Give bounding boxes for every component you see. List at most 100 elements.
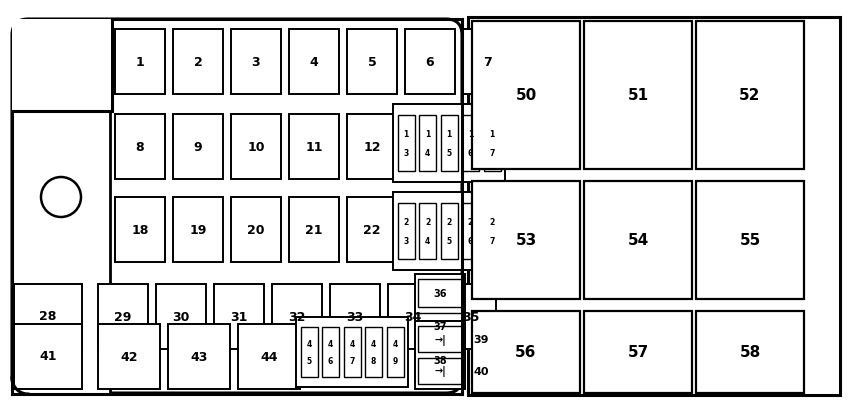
Text: 11: 11 bbox=[305, 141, 323, 154]
Bar bbox=[446, 284, 496, 349]
Bar bbox=[289, 115, 339, 180]
Bar bbox=[484, 204, 501, 259]
Bar bbox=[14, 324, 82, 389]
Text: 8: 8 bbox=[371, 356, 377, 365]
Bar bbox=[289, 30, 339, 95]
Bar bbox=[462, 204, 479, 259]
Bar bbox=[347, 198, 397, 262]
Text: 5: 5 bbox=[307, 356, 312, 365]
Text: →|: →| bbox=[434, 334, 446, 345]
Bar bbox=[330, 284, 380, 349]
Bar bbox=[214, 284, 264, 349]
Text: 1: 1 bbox=[136, 56, 144, 69]
Bar bbox=[347, 115, 397, 180]
Bar bbox=[301, 327, 318, 377]
Text: 4: 4 bbox=[328, 339, 333, 348]
Text: 7: 7 bbox=[349, 356, 354, 365]
Bar bbox=[419, 116, 436, 172]
Text: 5: 5 bbox=[367, 56, 377, 69]
Bar bbox=[418, 326, 462, 353]
Bar bbox=[388, 284, 438, 349]
Text: 5: 5 bbox=[446, 148, 451, 157]
Bar bbox=[418, 313, 462, 341]
Text: 53: 53 bbox=[515, 233, 536, 248]
Bar bbox=[272, 284, 322, 349]
Bar bbox=[343, 327, 360, 377]
Bar bbox=[296, 317, 408, 387]
Bar bbox=[14, 284, 82, 349]
Text: 3: 3 bbox=[404, 236, 409, 245]
Text: 58: 58 bbox=[740, 345, 761, 360]
Text: 2: 2 bbox=[194, 56, 202, 69]
Text: 57: 57 bbox=[627, 345, 649, 360]
Bar bbox=[419, 204, 436, 259]
Text: 4: 4 bbox=[306, 339, 312, 348]
Text: 2: 2 bbox=[490, 218, 495, 227]
Bar bbox=[584, 182, 692, 299]
Text: 7: 7 bbox=[490, 236, 495, 245]
Text: 1: 1 bbox=[404, 130, 409, 139]
Text: 6: 6 bbox=[328, 356, 333, 365]
Bar bbox=[98, 324, 160, 389]
Text: 55: 55 bbox=[740, 233, 761, 248]
Text: 43: 43 bbox=[190, 350, 207, 363]
Text: 40: 40 bbox=[473, 366, 489, 376]
Bar bbox=[289, 198, 339, 262]
Text: 35: 35 bbox=[462, 310, 479, 323]
Text: 1: 1 bbox=[425, 130, 430, 139]
Bar bbox=[696, 22, 804, 170]
Text: 41: 41 bbox=[39, 350, 57, 363]
Bar bbox=[472, 182, 580, 299]
Bar bbox=[440, 116, 457, 172]
Text: 6: 6 bbox=[426, 56, 434, 69]
Text: 7: 7 bbox=[484, 56, 492, 69]
Text: 32: 32 bbox=[288, 310, 306, 323]
Text: 4: 4 bbox=[393, 339, 398, 348]
Text: 10: 10 bbox=[247, 141, 264, 154]
Text: 30: 30 bbox=[173, 310, 190, 323]
Text: 8: 8 bbox=[136, 141, 144, 154]
Bar bbox=[584, 22, 692, 170]
Text: 37: 37 bbox=[434, 322, 447, 332]
Text: 50: 50 bbox=[515, 88, 536, 103]
Text: 4: 4 bbox=[349, 339, 354, 348]
Text: →|: →| bbox=[434, 365, 446, 376]
Text: 2: 2 bbox=[425, 218, 430, 227]
Text: 2: 2 bbox=[446, 218, 451, 227]
Bar bbox=[231, 198, 281, 262]
Text: 12: 12 bbox=[363, 141, 381, 154]
Text: 4: 4 bbox=[309, 56, 319, 69]
Text: 1: 1 bbox=[468, 130, 473, 139]
Bar bbox=[365, 327, 382, 377]
Bar bbox=[696, 311, 804, 393]
Bar bbox=[393, 193, 505, 270]
Bar bbox=[393, 105, 505, 182]
Bar bbox=[168, 324, 230, 389]
Text: 4: 4 bbox=[371, 339, 376, 348]
Text: 3: 3 bbox=[404, 148, 409, 157]
Text: 19: 19 bbox=[190, 223, 207, 236]
Text: 1: 1 bbox=[490, 130, 495, 139]
Text: 20: 20 bbox=[247, 223, 264, 236]
Bar bbox=[472, 311, 580, 393]
Text: 4: 4 bbox=[425, 148, 430, 157]
Text: 28: 28 bbox=[39, 310, 57, 323]
Text: 4: 4 bbox=[425, 236, 430, 245]
Text: 9: 9 bbox=[194, 141, 202, 154]
Text: 2: 2 bbox=[404, 218, 409, 227]
Text: 2: 2 bbox=[468, 218, 473, 227]
Bar bbox=[387, 327, 404, 377]
Text: 54: 54 bbox=[627, 233, 649, 248]
Text: 36: 36 bbox=[434, 288, 447, 299]
Text: 42: 42 bbox=[120, 350, 138, 363]
Bar bbox=[418, 280, 462, 308]
Bar bbox=[398, 204, 415, 259]
Text: 52: 52 bbox=[740, 88, 761, 103]
Bar bbox=[115, 30, 165, 95]
Bar bbox=[173, 30, 223, 95]
Bar bbox=[238, 324, 300, 389]
Bar bbox=[115, 115, 165, 180]
Bar bbox=[115, 198, 165, 262]
Text: 29: 29 bbox=[114, 310, 132, 323]
Text: 6: 6 bbox=[468, 148, 473, 157]
